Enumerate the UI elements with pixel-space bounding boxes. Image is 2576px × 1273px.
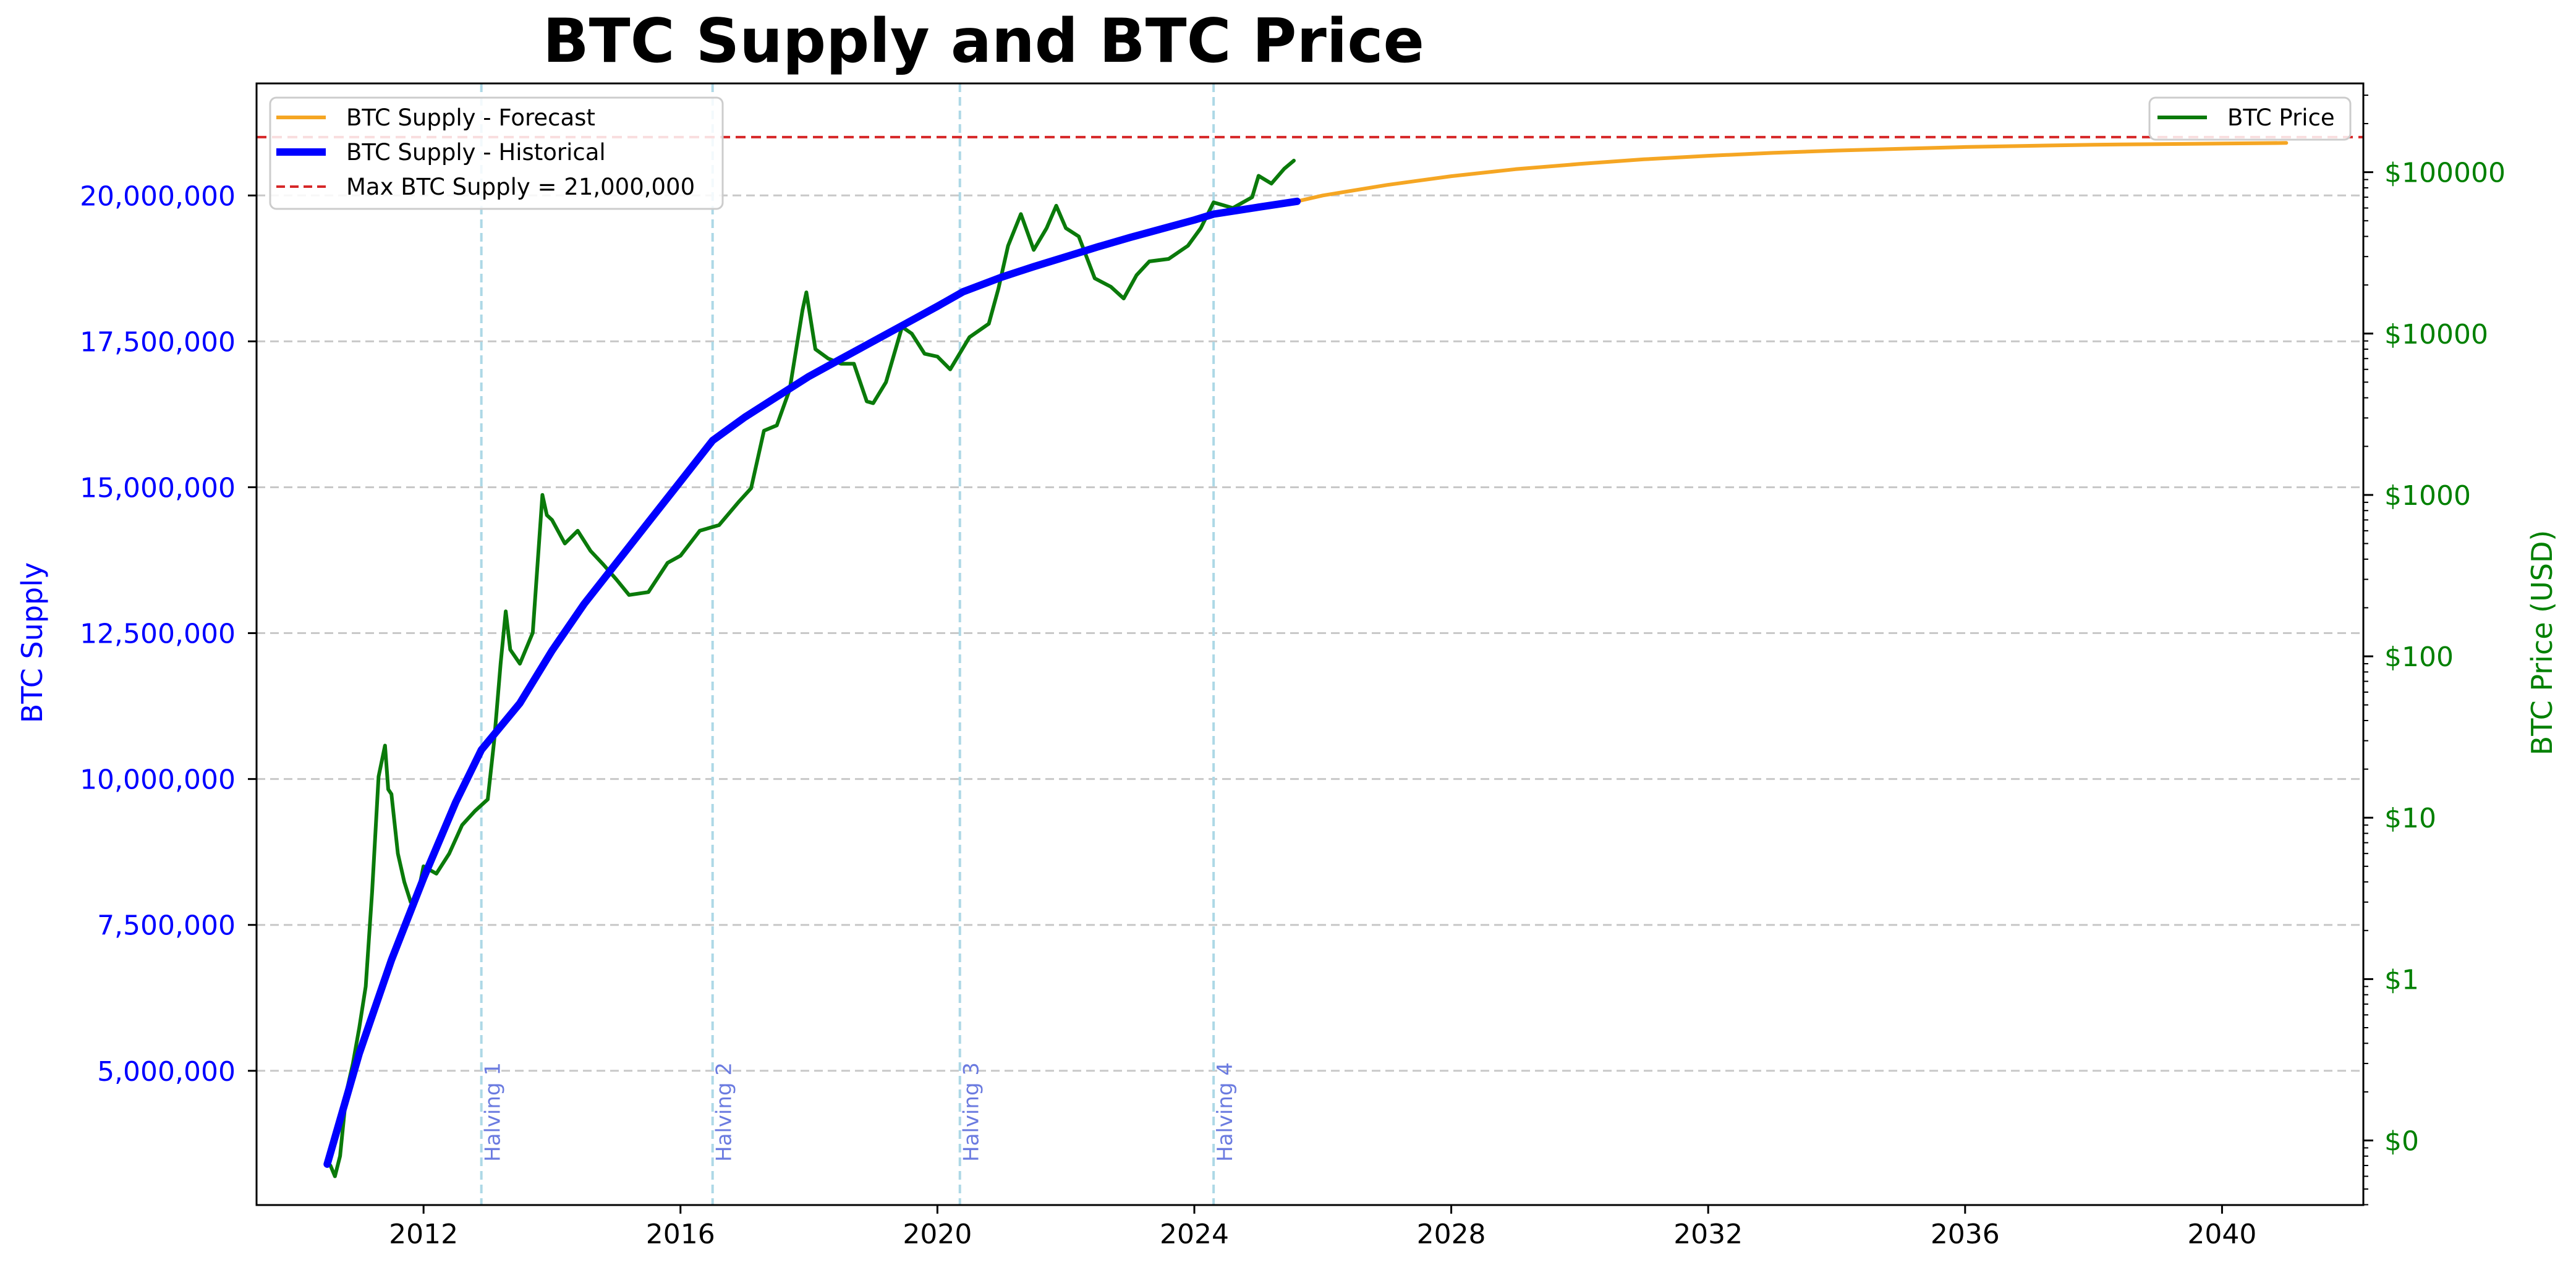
y-tick-label: 17,500,000 bbox=[80, 326, 236, 358]
y2-tick-label: $1 bbox=[2384, 964, 2419, 996]
x-tick-label: 2036 bbox=[1931, 1219, 2000, 1250]
legend-historical-label: BTC Supply - Historical bbox=[346, 139, 606, 166]
y2-tick-label: $100000 bbox=[2384, 158, 2506, 189]
legend-right: BTC Price bbox=[2148, 96, 2352, 141]
series-historical-line bbox=[323, 197, 1301, 1168]
y-tick-label: 20,000,000 bbox=[80, 180, 236, 212]
legend-left: BTC Supply - Forecast BTC Supply - Histo… bbox=[269, 96, 724, 210]
plot-area: Halving 1 Halving 2 Halving 3 Halving 4 2012… bbox=[80, 82, 2506, 1250]
y2-tick-label: $100 bbox=[2384, 641, 2454, 673]
x-tick-label: 2012 bbox=[389, 1219, 458, 1250]
y2-tick-label: $0 bbox=[2384, 1126, 2419, 1157]
x-tick-label: 2020 bbox=[903, 1219, 972, 1250]
y2-tick-label: $10 bbox=[2384, 803, 2436, 834]
y-tick-label: 15,000,000 bbox=[80, 472, 236, 504]
y-tick-label: 12,500,000 bbox=[80, 619, 236, 650]
x-tick-label: 2032 bbox=[1673, 1219, 1743, 1250]
halving-label: Halving 1 bbox=[481, 1062, 506, 1162]
series-price-line bbox=[328, 158, 1296, 1178]
x-tick-label: 2024 bbox=[1160, 1219, 1229, 1250]
y2-tick-label: $1000 bbox=[2384, 480, 2471, 512]
y-tick-label: 7,500,000 bbox=[97, 910, 236, 942]
halving-label: Halving 4 bbox=[1213, 1062, 1238, 1162]
chart-title: BTC Supply and BTC Price bbox=[543, 6, 1424, 77]
x-tick-label: 2028 bbox=[1417, 1219, 1486, 1250]
halving-label: Halving 2 bbox=[712, 1062, 737, 1162]
x-tick-label: 2016 bbox=[646, 1219, 715, 1250]
plot-frame bbox=[255, 82, 2365, 1206]
y-axis-label: BTC Supply bbox=[15, 562, 49, 723]
y-tick-label: 5,000,000 bbox=[97, 1056, 236, 1088]
legend-left-box bbox=[269, 96, 724, 210]
legend-max-label: Max BTC Supply = 21,000,000 bbox=[346, 174, 695, 200]
legend-forecast-label: BTC Supply - Forecast bbox=[346, 104, 595, 131]
y-tick-label: 10,000,000 bbox=[80, 764, 236, 796]
halving-label: Halving 3 bbox=[959, 1062, 984, 1162]
legend-right-box bbox=[2148, 96, 2352, 141]
y2-axis-label: BTC Price (USD) bbox=[2525, 530, 2559, 756]
x-tick-label: 2040 bbox=[2187, 1219, 2256, 1250]
legend-price-label: BTC Price bbox=[2227, 104, 2335, 131]
y2-tick-label: $10000 bbox=[2384, 319, 2488, 350]
series-forecast-line bbox=[1295, 141, 2289, 203]
